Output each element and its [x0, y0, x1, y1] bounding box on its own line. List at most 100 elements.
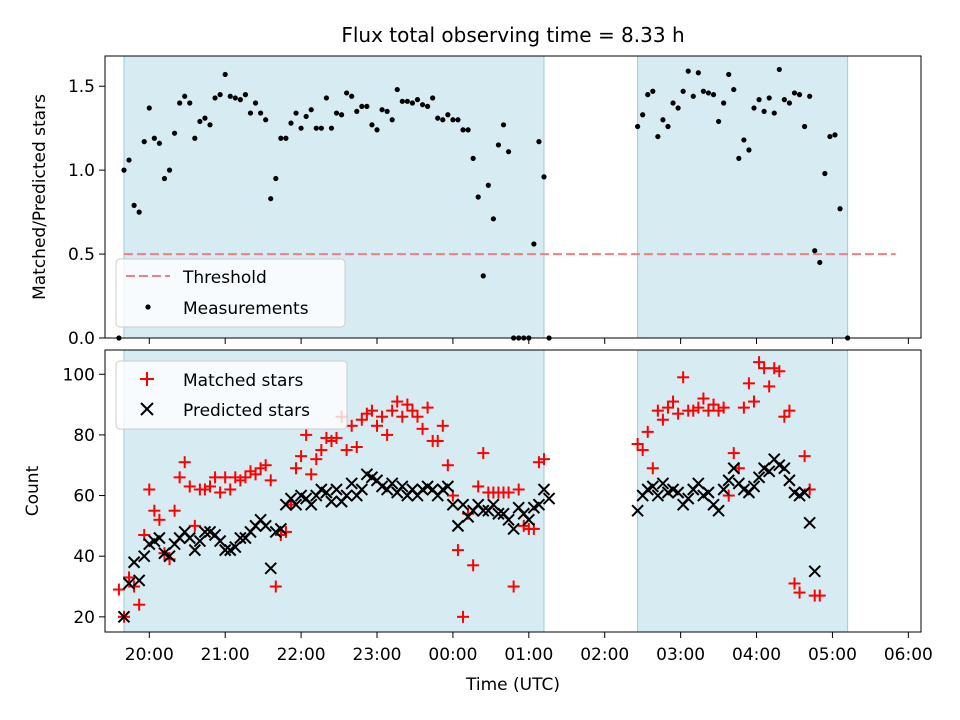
measurement-point: [660, 117, 666, 123]
matched-star-marker: [396, 410, 409, 423]
measurement-point: [837, 206, 843, 212]
predicted-star-marker: [537, 483, 551, 496]
matched-star-marker: [431, 434, 444, 447]
predicted-star-marker: [646, 480, 660, 493]
matched-star-marker: [467, 559, 480, 572]
measurement-point: [384, 108, 390, 114]
predicted-star-marker: [274, 522, 288, 536]
matched-star-marker: [537, 453, 550, 466]
matched-star-marker: [436, 419, 449, 432]
measurement-point: [495, 142, 502, 148]
measurement-point: [344, 90, 350, 96]
bottom-y-ticks: 20 40 60 80 100: [63, 365, 105, 628]
measurement-point: [359, 103, 365, 109]
matched-star-marker: [788, 577, 801, 590]
matched-star-marker: [188, 519, 201, 532]
measurements-series: [116, 66, 851, 341]
measurement-point: [161, 175, 168, 182]
matched-star-marker: [128, 580, 141, 593]
measurement-point: [166, 167, 173, 173]
matched-star-marker: [697, 392, 710, 405]
measurement-point: [283, 135, 289, 141]
measurement-point: [485, 182, 491, 188]
measurement-point: [690, 93, 696, 99]
measurement-point: [151, 135, 157, 141]
measurement-point: [202, 115, 208, 121]
x-tick-label: 02:00: [580, 645, 629, 665]
matched-star-marker: [773, 365, 786, 378]
predicted-star-marker: [259, 519, 272, 533]
measurement-point: [237, 97, 243, 103]
measurement-point: [781, 97, 787, 103]
measurement-point: [323, 95, 329, 101]
legend-predicted-swatch: [140, 402, 154, 416]
predicted-star-marker: [722, 474, 735, 487]
predicted-star-marker: [542, 492, 556, 505]
measurement-point: [328, 125, 335, 131]
matched-star-marker: [143, 483, 156, 496]
matched-star-marker: [457, 610, 470, 623]
predicted-star-marker: [522, 513, 536, 527]
matched-star-marker: [672, 407, 685, 420]
top-axes-frame: [104, 55, 922, 339]
matched-star-marker: [153, 513, 166, 526]
matched-star-marker: [798, 450, 811, 463]
predicted-star-marker: [692, 477, 705, 490]
measurement-point: [313, 125, 319, 131]
matched-star-marker: [421, 401, 434, 414]
measurement-point: [430, 95, 436, 101]
predicted-star-marker: [631, 504, 644, 517]
measurement-point: [721, 100, 727, 106]
measurement-point: [822, 170, 828, 177]
matched-star-marker: [778, 410, 791, 423]
matched-star-marker: [667, 395, 680, 408]
matched-star-marker: [702, 404, 715, 417]
matched-star-marker: [345, 419, 358, 432]
matched-star-marker: [300, 428, 313, 441]
predicted-star-marker: [446, 498, 460, 511]
measurement-point: [827, 133, 833, 140]
predicted-star-marker: [188, 543, 202, 557]
measurement-point: [121, 167, 127, 173]
predicted-star-marker: [183, 531, 196, 545]
matched-star-marker: [512, 483, 525, 496]
y-tick-label: 80: [73, 426, 95, 446]
matched-star-marker: [758, 362, 771, 375]
measurement-point: [791, 90, 798, 96]
measurement-point: [807, 93, 813, 99]
top-x-ticks: [148, 338, 909, 344]
measurement-point: [680, 88, 686, 94]
predicted-star-marker: [532, 498, 546, 511]
y-tick-label: 20: [73, 608, 95, 628]
predicted-star-marker: [213, 534, 227, 548]
measurement-point: [414, 97, 421, 103]
measurement-point: [374, 127, 380, 133]
predicted-star-marker: [355, 483, 369, 496]
predicted-star-marker: [441, 480, 455, 493]
matched-star-marker: [133, 598, 146, 611]
predicted-star-marker: [803, 516, 816, 530]
measurement-point: [445, 112, 451, 118]
measurement-point: [146, 105, 152, 111]
matched-star-marker: [381, 428, 394, 441]
predicted-star-marker: [451, 519, 465, 533]
predicted-star-marker: [345, 477, 358, 490]
matched-star-marker: [813, 589, 826, 602]
matched-star-marker: [386, 404, 399, 417]
matched-star-marker: [123, 571, 136, 584]
matched-star-marker: [183, 480, 196, 493]
measurement-point: [425, 103, 431, 109]
measurement-point: [409, 100, 416, 106]
measurement-point: [399, 98, 405, 104]
measurement-point: [333, 110, 340, 116]
measurement-point: [731, 86, 737, 93]
x-tick-label: 20:00: [125, 645, 174, 665]
x-tick-label: 01:00: [504, 645, 553, 665]
measurement-point: [232, 95, 238, 101]
x-axis-label: Time (UTC): [465, 675, 560, 695]
matched-star-marker: [742, 377, 755, 390]
measurement-point: [247, 110, 254, 116]
predicted-star-marker: [264, 562, 277, 575]
matched-star-marker: [692, 401, 705, 414]
measurement-point: [217, 92, 223, 98]
